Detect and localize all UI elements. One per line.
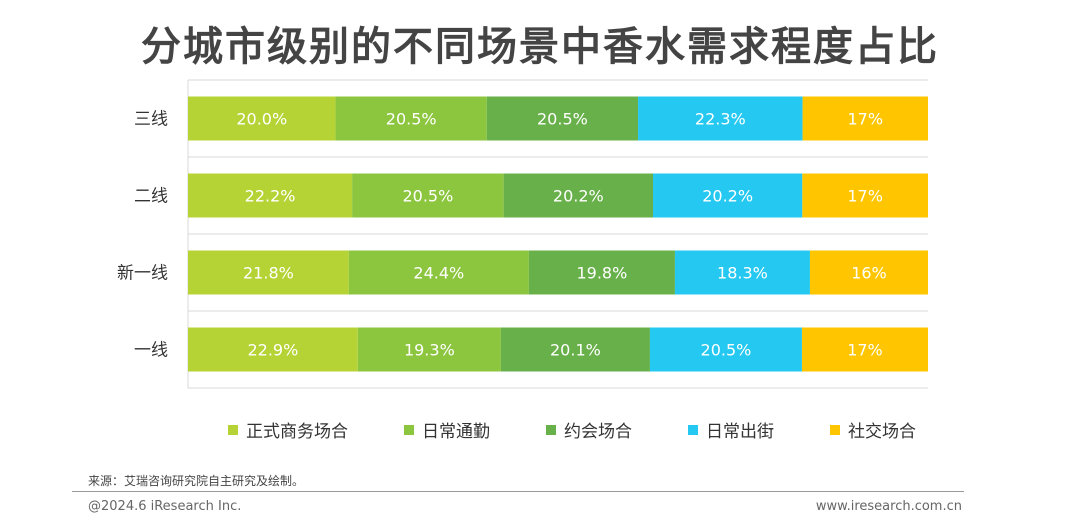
data-label: 20.2%	[702, 187, 753, 206]
data-label: 17%	[848, 110, 884, 129]
legend-label-street: 日常出街	[706, 422, 774, 442]
legend-label-date: 约会场合	[564, 422, 632, 442]
data-label: 20.5%	[701, 341, 752, 360]
bar-segment	[188, 327, 358, 372]
legend-swatch-street	[688, 424, 698, 435]
legend-label-formal: 正式商务场合	[246, 422, 348, 442]
legend-item-commute: 日常通勤	[404, 417, 490, 442]
data-label: 20.5%	[402, 187, 453, 206]
data-label: 24.4%	[413, 264, 464, 283]
data-label: 20.5%	[537, 110, 588, 129]
chart-title: 分城市级别的不同场景中香水需求程度占比	[141, 24, 939, 70]
y-tick-label: 一线	[134, 341, 168, 361]
legend-item-street: 日常出街	[688, 417, 774, 442]
bar-segment	[802, 173, 928, 218]
stacked-bar-chart: 三线 20.0% 20.5% 20.5% 22.3% 17% 二线 22.2% 20.5% 20.…	[117, 79, 928, 389]
data-label: 20.0%	[236, 110, 287, 129]
bar-segment	[503, 173, 653, 218]
legend-swatch-formal	[228, 424, 238, 435]
bar-segment	[352, 173, 504, 218]
bar-segment	[809, 250, 928, 295]
data-label: 22.9%	[247, 341, 298, 360]
bar-segment	[357, 327, 501, 372]
legend-swatch-commute	[404, 424, 414, 435]
data-label: 20.1%	[550, 341, 601, 360]
bar-segment	[188, 96, 336, 141]
data-label: 18.3%	[717, 264, 768, 283]
bar-segment	[649, 327, 802, 372]
bar-segment	[188, 250, 349, 295]
data-label: 19.8%	[576, 264, 627, 283]
bar-segment	[801, 327, 928, 372]
bar-segment	[652, 173, 803, 218]
data-label: 17%	[847, 341, 883, 360]
bar-segment	[674, 250, 810, 295]
legend-item-formal: 正式商务场合	[228, 417, 348, 442]
legend-label-social: 社交场合	[848, 422, 916, 442]
legend-item-social: 社交场合	[830, 417, 916, 442]
bar-segment	[638, 96, 803, 141]
data-label: 20.2%	[553, 187, 604, 206]
data-label: 22.2%	[245, 187, 296, 206]
footer-divider	[72, 491, 964, 492]
data-label: 21.8%	[243, 264, 294, 283]
y-tick-label: 新一线	[117, 264, 168, 284]
data-label: 20.5%	[386, 110, 437, 129]
data-label: 19.3%	[404, 341, 455, 360]
bar-segment	[348, 250, 529, 295]
copyright-text: @2024.6 iResearch Inc.	[88, 499, 242, 514]
chart-legend: 正式商务场合 日常通勤 约会场合 日常出街 社交场合	[228, 417, 916, 442]
bar-segment	[486, 96, 639, 141]
y-tick-label: 二线	[134, 187, 168, 207]
legend-item-date: 约会场合	[546, 417, 632, 442]
bar-segment	[802, 96, 928, 141]
data-label: 16%	[851, 264, 887, 283]
data-label: 17%	[847, 187, 883, 206]
bar-segment	[528, 250, 675, 295]
website-link[interactable]: www.iresearch.com.cn	[815, 499, 962, 514]
y-tick-label: 三线	[134, 110, 168, 130]
bar-segment	[188, 173, 353, 218]
legend-swatch-date	[546, 424, 556, 435]
legend-label-commute: 日常通勤	[422, 422, 490, 442]
legend-swatch-social	[830, 424, 840, 435]
data-label: 22.3%	[695, 110, 746, 129]
source-note: 来源：艾瑞咨询研究院自主研究及绘制。	[88, 474, 305, 488]
bar-segment	[335, 96, 487, 141]
bar-segment	[500, 327, 650, 372]
